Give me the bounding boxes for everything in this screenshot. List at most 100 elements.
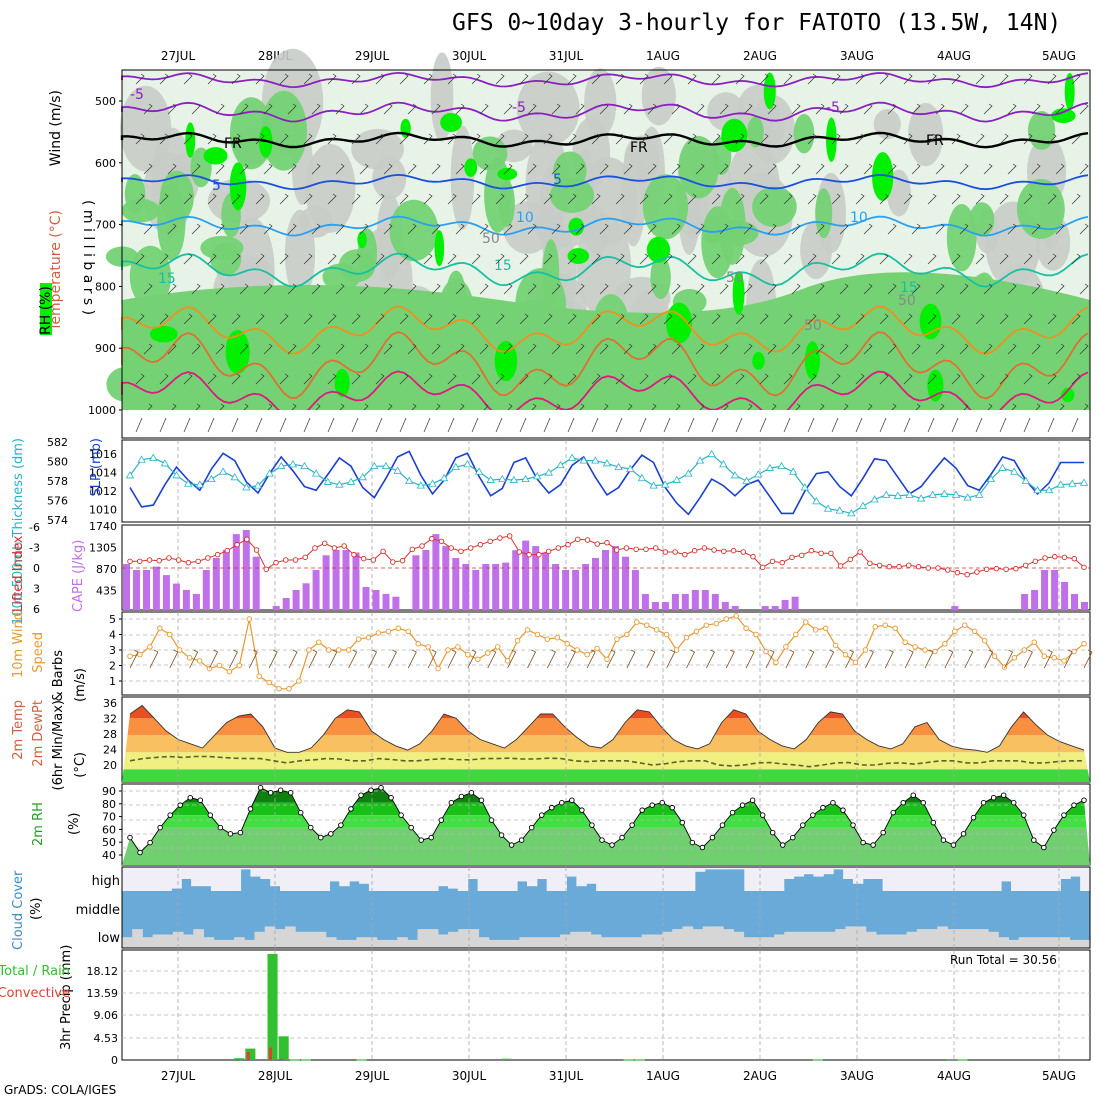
wind-speed-point — [166, 631, 173, 638]
wind-barb — [471, 133, 481, 145]
lifted-index-point — [224, 547, 231, 554]
surface-wind-barb — [626, 649, 636, 669]
cloud-low-clear — [1059, 937, 1071, 948]
cloud-low-clear — [713, 926, 724, 948]
cloud-low-clear — [142, 937, 154, 948]
temp-band — [122, 769, 1090, 782]
wind-barb — [447, 373, 457, 385]
wind-barb — [695, 343, 705, 355]
wind-barb — [591, 73, 601, 85]
wind-speed-point — [862, 647, 869, 653]
page-title: GFS 0~10day 3-hourly for FATOTO (13.5W, … — [452, 10, 1062, 36]
profile-pressure-tick-label: 500 — [95, 95, 116, 108]
wind-barb — [951, 373, 961, 385]
wind-barb — [855, 133, 865, 145]
cloud-high-clear — [862, 867, 874, 879]
cloud-label: Cloud Cover — [11, 870, 26, 950]
rh-point — [217, 824, 224, 831]
cape-bar — [661, 602, 669, 610]
lifted-index-point — [263, 566, 270, 573]
wind-barb — [551, 163, 561, 175]
wind-barb — [1007, 103, 1017, 115]
wind-barb — [375, 313, 385, 325]
cloud-high-clear — [289, 867, 301, 891]
lifted-index-point — [526, 551, 532, 558]
wind-barb — [495, 253, 505, 265]
grads-credit: GrADS: COLA/IGES — [4, 1083, 117, 1097]
wind-barb — [839, 163, 849, 175]
lifted-index-point — [886, 563, 893, 570]
cape-bar — [472, 570, 480, 610]
wind-speed-point — [186, 655, 193, 661]
wind-barb — [911, 103, 921, 115]
wind-barb — [959, 103, 969, 115]
rh-point — [157, 824, 163, 831]
wind-barb — [807, 313, 817, 325]
cloud-high-clear — [181, 867, 192, 879]
rh-point — [559, 799, 565, 806]
wind-speed-point — [733, 613, 739, 619]
wind-barb — [159, 253, 169, 265]
wind-barb — [303, 133, 313, 145]
wind-barb — [239, 223, 249, 235]
wind-barb — [855, 73, 865, 85]
rh-point — [900, 799, 906, 806]
wind-barb — [191, 283, 201, 295]
cloud-high-clear — [615, 867, 627, 891]
date-label-bottom: 4AUG — [937, 1069, 971, 1083]
wind-barb — [239, 283, 249, 295]
rh-moist-region — [515, 299, 559, 325]
cloud-low-clear — [315, 931, 327, 948]
wind-barb — [927, 133, 937, 145]
wind-barb — [519, 313, 529, 325]
thickness-point — [556, 460, 565, 469]
cape-bar — [392, 596, 400, 610]
rh-point — [297, 809, 304, 816]
rh-point — [458, 793, 465, 800]
wind-barb — [783, 193, 793, 205]
thickness-point — [893, 491, 903, 499]
thickness-point — [230, 473, 239, 481]
cloud-high-clear — [714, 867, 726, 870]
precip-total-bar — [356, 1059, 367, 1061]
wind-barb — [231, 417, 239, 433]
rh-moist-region — [1047, 347, 1072, 378]
wind-barb — [207, 193, 217, 205]
wind-barb — [807, 253, 817, 265]
rh-moist-region — [389, 199, 439, 262]
wind-speed-point — [514, 637, 521, 644]
wind-barb — [599, 343, 609, 355]
lifted-index-point — [613, 547, 620, 553]
wind-speed-point — [445, 647, 451, 653]
wind-barb — [791, 223, 801, 235]
rh-saturated-region — [185, 122, 196, 158]
cloud-high-clear — [932, 867, 943, 891]
wind-barb — [455, 163, 465, 175]
wind-barb — [1023, 313, 1033, 325]
rh-moist-region — [541, 342, 574, 368]
wind-barb — [383, 223, 393, 235]
wind-speed-point — [663, 631, 670, 638]
wind-barb — [215, 283, 225, 295]
lifted-index-point — [273, 559, 279, 566]
wind-speed-point — [753, 631, 759, 638]
wind-barb — [615, 193, 625, 205]
cloud-high-clear — [418, 867, 429, 891]
wind-barb — [887, 223, 897, 235]
wind-barb — [335, 283, 345, 295]
wind-barb — [735, 253, 745, 265]
rh-saturated-region — [666, 302, 693, 344]
rh-point — [990, 794, 997, 801]
wind-barb — [719, 283, 729, 295]
cloud-high-clear — [438, 867, 449, 887]
contour-label: 15 — [158, 271, 176, 287]
wind-barb — [239, 103, 249, 115]
rh-moist-region — [747, 116, 764, 148]
precip-total-bar — [245, 1048, 256, 1060]
rh-point — [609, 842, 615, 848]
rh-point — [358, 792, 364, 798]
wind-speed-point — [723, 616, 730, 622]
cloud-low-clear — [927, 929, 938, 948]
wind-barb — [975, 313, 985, 325]
